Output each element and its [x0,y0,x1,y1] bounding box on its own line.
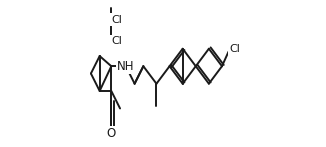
Text: Cl: Cl [111,36,122,46]
Text: O: O [107,127,116,140]
Text: Cl: Cl [229,44,240,54]
Text: Cl: Cl [111,15,122,25]
Text: NH: NH [117,60,135,73]
